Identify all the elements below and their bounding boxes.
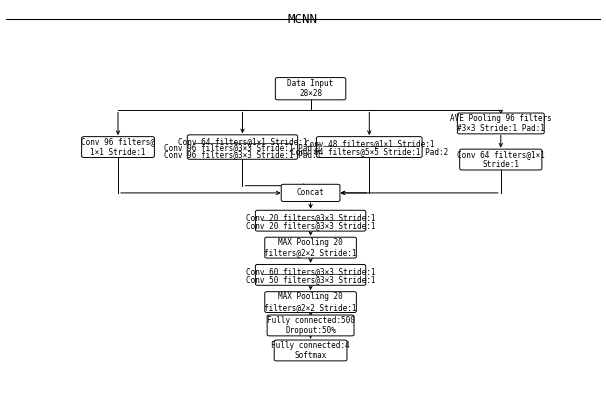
Text: Conv 96 filters@
1×1 Stride:1: Conv 96 filters@ 1×1 Stride:1 (81, 137, 155, 157)
FancyBboxPatch shape (316, 137, 422, 157)
FancyBboxPatch shape (255, 210, 366, 231)
Text: MCNN: MCNN (288, 13, 318, 26)
Text: Concat: Concat (297, 188, 324, 198)
FancyBboxPatch shape (267, 315, 354, 336)
Text: MAX Pooling 20
filters@2×2 Stride:1: MAX Pooling 20 filters@2×2 Stride:1 (264, 293, 357, 312)
Text: Conv 50 filters@3×3 Stride:1: Conv 50 filters@3×3 Stride:1 (246, 275, 375, 284)
Text: Fully connected:500
Dropout:50%: Fully connected:500 Dropout:50% (267, 316, 355, 335)
Text: Conv 48 filters@1×1 Stride:1: Conv 48 filters@1×1 Stride:1 (305, 139, 434, 149)
FancyBboxPatch shape (255, 264, 366, 285)
FancyBboxPatch shape (265, 292, 356, 312)
Text: Conv 64 filters@5×5 Stride:1 Pad:2: Conv 64 filters@5×5 Stride:1 Pad:2 (291, 147, 448, 156)
FancyBboxPatch shape (281, 184, 340, 202)
FancyBboxPatch shape (187, 135, 298, 159)
FancyBboxPatch shape (458, 113, 544, 134)
FancyBboxPatch shape (460, 149, 542, 170)
Text: Conv 20 filters@3×3 Stride:1: Conv 20 filters@3×3 Stride:1 (246, 221, 375, 230)
Text: AVE Pooling 96 filters
#3×3 Stride:1 Pad:1: AVE Pooling 96 filters #3×3 Stride:1 Pad… (450, 114, 551, 133)
FancyBboxPatch shape (265, 237, 356, 258)
Text: Conv 64 filters@1×1 Stride:1: Conv 64 filters@1×1 Stride:1 (178, 137, 307, 146)
FancyBboxPatch shape (82, 137, 155, 157)
Text: Conv 60 filters@3×3 Stride:1: Conv 60 filters@3×3 Stride:1 (246, 267, 375, 276)
Text: Conv 64 filters@1×1
Stride:1: Conv 64 filters@1×1 Stride:1 (457, 150, 545, 169)
Text: Conv 20 filters@3×3 Stride:1: Conv 20 filters@3×3 Stride:1 (246, 213, 375, 222)
Text: Fully connected:4
Softmax: Fully connected:4 Softmax (271, 341, 350, 360)
Text: Conv 96 filters@3×3 Stride:1 Pad:1: Conv 96 filters@3×3 Stride:1 Pad:1 (164, 143, 321, 152)
Text: MAX Pooling 20
filters@2×2 Stride:1: MAX Pooling 20 filters@2×2 Stride:1 (264, 238, 357, 257)
FancyBboxPatch shape (274, 340, 347, 361)
Text: Data Input
28×28: Data Input 28×28 (287, 79, 334, 98)
Text: Conv 96 filters@3×3 Stride:1 Pad:1: Conv 96 filters@3×3 Stride:1 Pad:1 (164, 150, 321, 159)
FancyBboxPatch shape (275, 78, 346, 100)
